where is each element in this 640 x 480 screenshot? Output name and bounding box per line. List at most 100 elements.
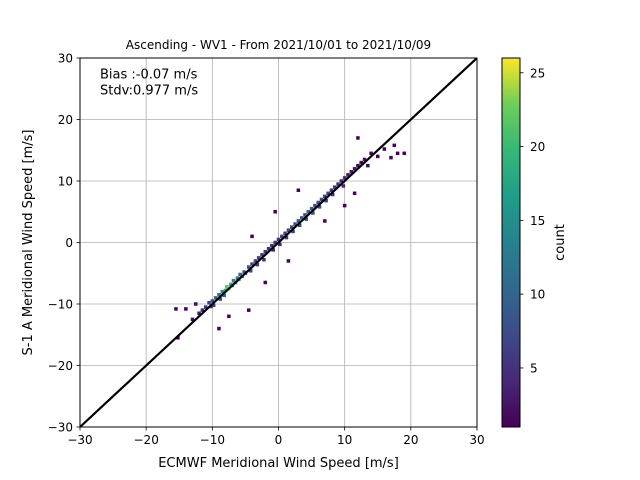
histogram-bin [291, 229, 295, 234]
histogram-bin [332, 185, 337, 189]
y-tick-label: 20 [58, 113, 73, 127]
histogram-bin [262, 257, 266, 262]
histogram-bin [283, 231, 287, 236]
histogram-bin [211, 303, 216, 307]
x-tick-label: 0 [275, 433, 283, 447]
histogram-bin [352, 191, 357, 196]
histogram-bin [349, 170, 354, 174]
histogram-bin [316, 200, 320, 205]
histogram-bin [304, 217, 309, 221]
histogram-bin [323, 219, 327, 223]
histogram-bin [217, 326, 221, 331]
histogram-bin [376, 154, 380, 159]
histogram-bin [359, 160, 363, 165]
histogram-bin [286, 259, 291, 263]
histogram-bin [250, 234, 254, 239]
histogram-bin [263, 280, 268, 285]
histogram-bin [366, 163, 370, 168]
y-tick-label: 10 [58, 175, 73, 189]
colorbar-tick-label: 20 [530, 140, 545, 154]
histogram-bin [395, 151, 400, 156]
histogram-bin [402, 151, 406, 156]
histogram-bin [296, 188, 301, 192]
y-tick-label: −10 [48, 298, 73, 312]
x-tick-label: 30 [469, 433, 484, 447]
histogram-bin [299, 216, 304, 220]
colorbar-frame [501, 57, 521, 428]
histogram-bin [309, 206, 314, 211]
histogram-bin [352, 166, 357, 171]
histogram-bin [266, 246, 271, 251]
histogram-bin [273, 210, 277, 214]
histogram-bin [270, 243, 274, 248]
histogram-bin [184, 307, 188, 311]
x-axis: −30 −20 −10 0 10 20 30 [67, 427, 485, 447]
identity-line [80, 58, 477, 427]
histogram-bin [271, 248, 275, 252]
histogram-bin [284, 235, 289, 240]
histogram-bin [278, 242, 282, 247]
x-axis-label: ECMWF Meridional Wind Speed [m/s] [158, 456, 399, 471]
histogram-bin [313, 203, 317, 208]
y-tick-label: 30 [58, 52, 73, 66]
histogram-bin [218, 297, 223, 301]
histogram-bin [203, 305, 208, 309]
histogram-bin [336, 182, 340, 186]
x-tick-label: −10 [200, 433, 225, 447]
histogram-bin [197, 311, 201, 315]
histogram-bin [342, 176, 347, 180]
histogram-bin [293, 222, 297, 226]
histogram-bin [319, 197, 324, 202]
histogram-bin [341, 184, 346, 188]
histogram-bin [286, 228, 291, 232]
histogram-bin [289, 225, 294, 229]
histogram-bin [389, 155, 393, 160]
histogram-bin [369, 151, 373, 156]
histogram-bin [194, 302, 198, 306]
y-tick-label: −20 [48, 359, 73, 373]
histogram-bin [326, 191, 330, 196]
histogram-bin [246, 308, 251, 312]
histogram-bin [382, 147, 387, 151]
histogram-bin [213, 296, 218, 300]
histogram-bin [227, 314, 231, 319]
histogram-bin [303, 213, 307, 217]
colorbar-tick-label: 5 [530, 361, 538, 375]
histogram-bin [238, 272, 242, 277]
y-tick-label: −30 [48, 421, 73, 435]
bias-annotation: Bias :-0.07 m/s [100, 68, 198, 83]
histogram-bin [222, 293, 226, 298]
x-tick-label: −20 [134, 433, 159, 447]
histogram-bin [329, 188, 334, 192]
histogram-bin [392, 143, 397, 148]
colorbar-tick-label: 10 [530, 288, 545, 302]
histogram-bin [220, 289, 225, 294]
colorbar-ticks: 5 10 15 20 25 [520, 66, 545, 375]
histogram-bin [176, 336, 180, 340]
histogram-bin [362, 157, 367, 162]
histogram-bin [297, 223, 302, 228]
histogram-bin [200, 308, 205, 312]
chart-title: Ascending - WV1 - From 2021/10/01 to 202… [126, 38, 431, 52]
colorbar-tick-label: 25 [530, 66, 545, 80]
plot-area [79, 57, 478, 428]
histogram-bin [356, 163, 360, 168]
histogram-bin [253, 259, 258, 263]
colorbar-label: count [553, 224, 568, 261]
histogram-bin [190, 317, 195, 322]
histogram-bin [217, 293, 221, 297]
histogram-bin [280, 234, 284, 239]
histogram-bin [306, 210, 311, 214]
histogram-bin [248, 269, 253, 273]
histogram-bin [324, 198, 328, 203]
histogram-bin [339, 179, 344, 183]
histogram-bin [246, 265, 251, 269]
histogram-bin [296, 219, 301, 223]
histogram-bin [250, 262, 254, 266]
histogram-bin [260, 253, 264, 257]
histogram-bin [356, 136, 360, 140]
y-tick-label: 0 [65, 236, 73, 250]
colorbar-tick-label: 15 [530, 214, 545, 228]
y-axis-label: S-1 A Meridional Wind Speed [m/s] [21, 130, 36, 356]
